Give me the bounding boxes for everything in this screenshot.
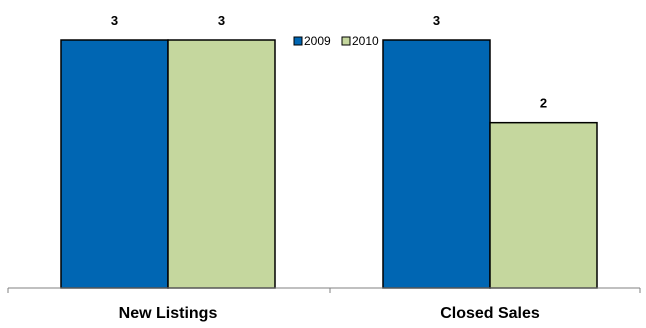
legend: 2009 2010 xyxy=(293,34,379,48)
data-label-closed-sales-2009: 3 xyxy=(433,13,440,28)
data-label-closed-sales-2010: 2 xyxy=(540,96,547,111)
bar-new-listings-2010 xyxy=(167,39,276,289)
legend-swatch-2009 xyxy=(293,36,303,46)
category-label-closed-sales: Closed Sales xyxy=(440,305,540,322)
data-label-new-listings-2010: 3 xyxy=(218,13,225,28)
labels-layer: 3 3 New Listings 3 2 Closed Sales xyxy=(111,13,547,322)
bar-closed-sales-2010 xyxy=(489,121,598,289)
bar-new-listings-2009 xyxy=(60,39,169,289)
legend-label-2010: 2010 xyxy=(352,34,379,48)
legend-label-2009: 2009 xyxy=(304,34,331,48)
axis-layer xyxy=(7,287,641,293)
data-label-new-listings-2009: 3 xyxy=(111,13,118,28)
category-label-new-listings: New Listings xyxy=(119,305,218,322)
bar-closed-sales-2009 xyxy=(382,39,491,289)
bars-layer xyxy=(60,39,598,289)
legend-swatch-2010 xyxy=(341,36,351,46)
